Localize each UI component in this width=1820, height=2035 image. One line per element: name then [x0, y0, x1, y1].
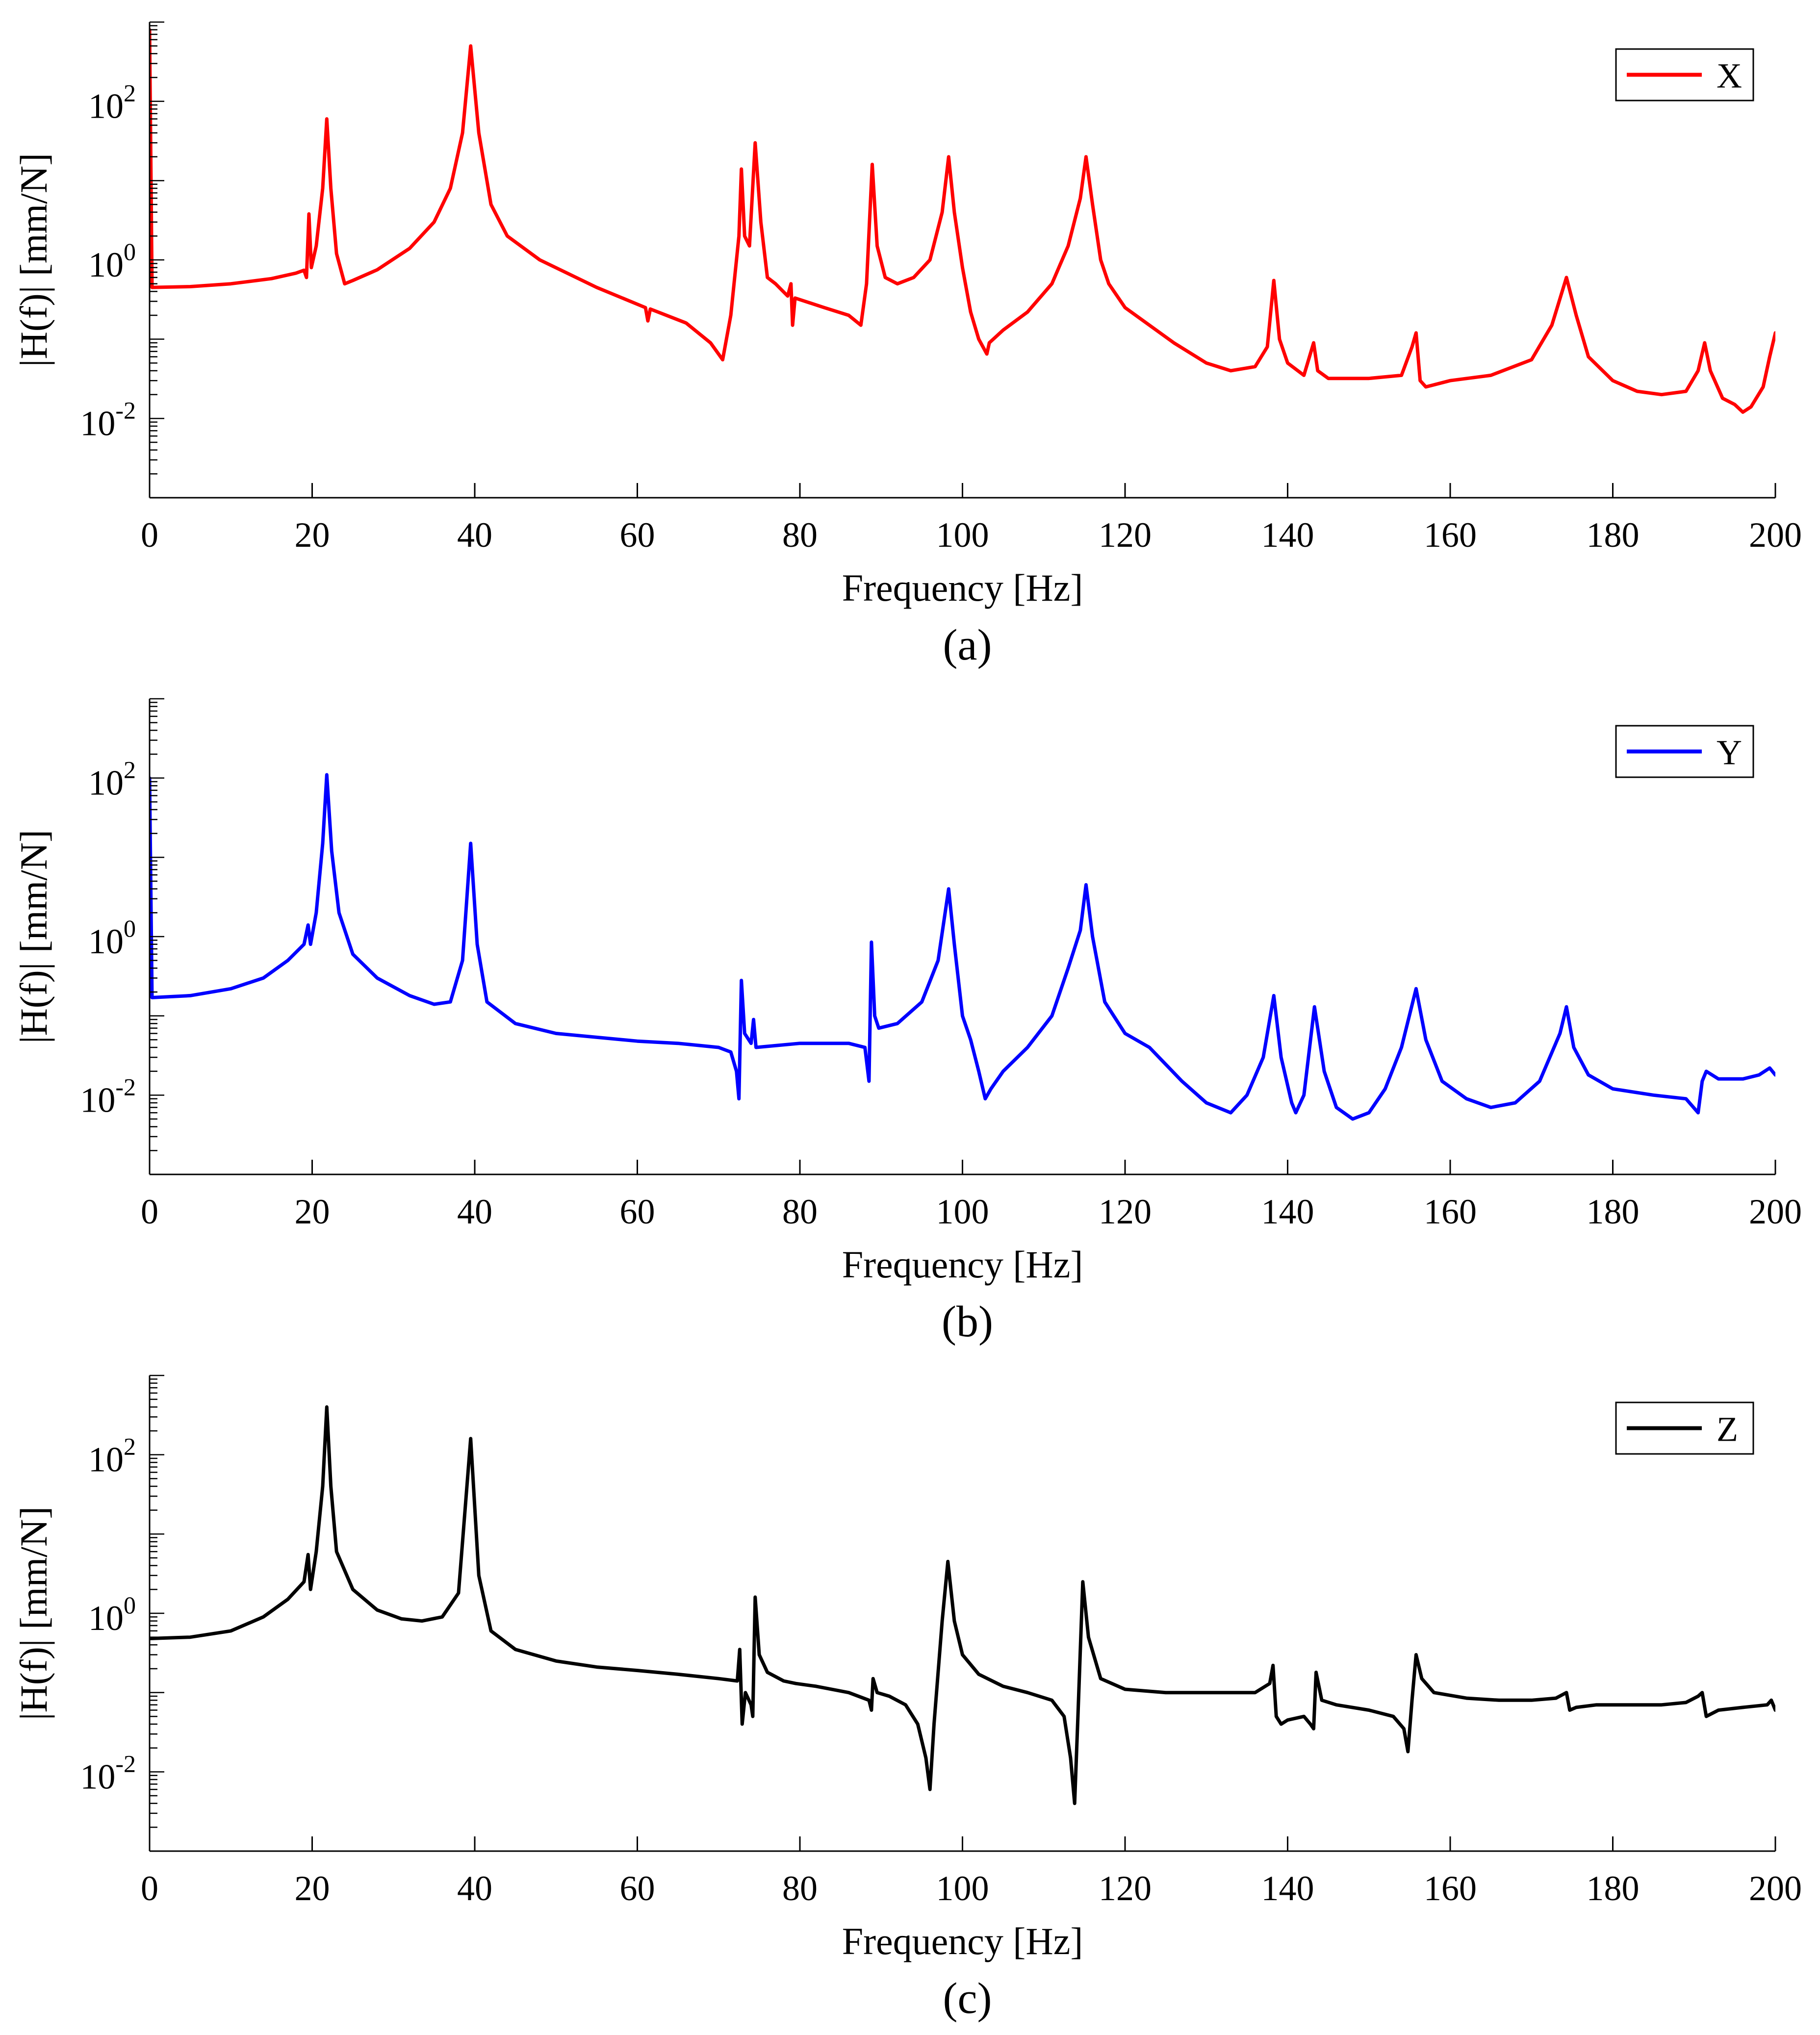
y-tick-label: 102: [88, 79, 136, 126]
legend-label: Z: [1717, 1410, 1738, 1449]
x-axis-title: Frequency [Hz]: [842, 566, 1083, 609]
x-tick-label: 20: [295, 515, 330, 555]
x-tick-label: 120: [1099, 1869, 1152, 1908]
y-axis-title: |H(f)| [mm/N]: [12, 1506, 55, 1720]
legend: X: [1615, 48, 1754, 102]
x-tick-label: 40: [457, 1192, 492, 1231]
x-tick-label: 20: [295, 1192, 330, 1231]
x-tick-label: 140: [1261, 1869, 1314, 1908]
series-line-z: [150, 1405, 1775, 1806]
x-tick-label: 40: [457, 1869, 492, 1908]
x-tick-label: 80: [782, 515, 818, 555]
x-tick-label: 0: [141, 1869, 158, 1908]
x-tick-label: 100: [936, 1192, 989, 1231]
x-tick-label: 160: [1424, 515, 1477, 555]
x-tick-label: 180: [1587, 515, 1640, 555]
series-line-x: [150, 28, 1775, 414]
legend-label: X: [1717, 56, 1742, 96]
x-tick-label: 160: [1424, 1869, 1477, 1908]
y-tick-label: 102: [88, 1433, 136, 1479]
x-tick-label: 100: [936, 515, 989, 555]
chart-panel-2: 0 20 40 60 80 100 120 140 160 180 200 102 100 10-2 Fre…: [12, 698, 1802, 1346]
panel-label: (a): [943, 621, 992, 669]
x-tick-label: 180: [1587, 1869, 1640, 1908]
x-tick-label: 120: [1099, 515, 1152, 555]
y-tick-label: 100: [88, 1591, 136, 1638]
chart-panel-1: 0 20 40 60 80 100 120 140 160 180 200 102 100 10-2 Fre…: [12, 21, 1802, 669]
x-tick-label: 60: [620, 515, 655, 555]
legend: Y: [1615, 725, 1754, 778]
x-tick-label: 60: [620, 1869, 655, 1908]
x-tick-label: 200: [1749, 1192, 1802, 1231]
legend: Z: [1615, 1401, 1754, 1455]
x-tick-label: 180: [1587, 1192, 1640, 1231]
x-tick-label: 200: [1749, 1869, 1802, 1908]
x-tick-label: 40: [457, 515, 492, 555]
y-tick-label: 100: [88, 238, 136, 284]
x-tick-label: 80: [782, 1192, 818, 1231]
x-axis-title: Frequency [Hz]: [842, 1243, 1083, 1286]
x-tick-label: 0: [141, 515, 158, 555]
series-line-y: [150, 773, 1775, 1121]
y-tick-label: 100: [88, 915, 136, 961]
panel-label: (b): [942, 1297, 993, 1346]
y-tick-label: 10-2: [80, 1073, 136, 1119]
x-tick-label: 20: [295, 1869, 330, 1908]
x-tick-label: 120: [1099, 1192, 1152, 1231]
y-tick-label: 10-2: [80, 396, 136, 443]
x-tick-label: 140: [1261, 515, 1314, 555]
chart-panel-3: 0 20 40 60 80 100 120 140 160 180 200 102 100 10-2 Fre…: [12, 1374, 1802, 2023]
x-axis-title: Frequency [Hz]: [842, 1920, 1083, 1962]
x-tick-label: 0: [141, 1192, 158, 1231]
x-tick-label: 80: [782, 1869, 818, 1908]
y-tick-label: 102: [88, 756, 136, 803]
x-tick-label: 100: [936, 1869, 989, 1908]
panel-label: (c): [943, 1974, 992, 2023]
x-tick-label: 140: [1261, 1192, 1314, 1231]
x-tick-label: 200: [1749, 515, 1802, 555]
y-axis-title: |H(f)| [mm/N]: [12, 153, 55, 367]
y-tick-label: 10-2: [80, 1750, 136, 1796]
x-tick-label: 60: [620, 1192, 655, 1231]
x-tick-label: 160: [1424, 1192, 1477, 1231]
y-axis-title: |H(f)| [mm/N]: [12, 830, 55, 1043]
legend-label: Y: [1717, 733, 1742, 772]
